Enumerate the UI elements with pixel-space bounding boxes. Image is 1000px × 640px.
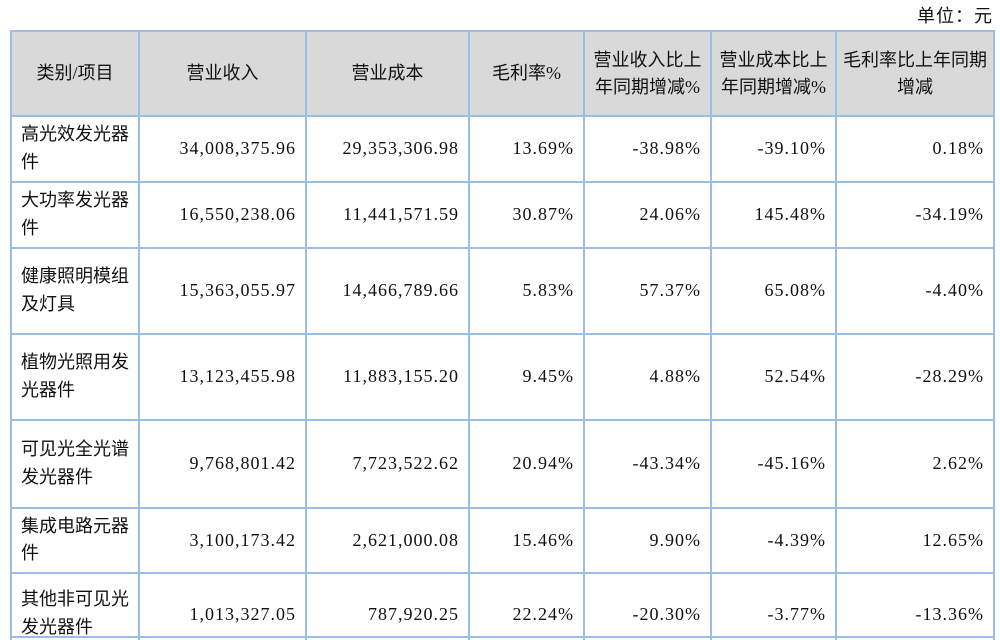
- table-row: 高光效发光器件 34,008,375.96 29,353,306.98 13.69% -…: [10, 115, 995, 183]
- value-cell: 9.90%: [583, 506, 712, 575]
- value-cell: 57.37%: [583, 246, 712, 335]
- value-cell: 13,123,455.98: [138, 332, 307, 421]
- value-cell: 34,008,375.96: [138, 115, 307, 183]
- value-cell: -4.40%: [835, 246, 995, 335]
- value-cell: 29,353,306.98: [305, 115, 470, 183]
- category-cell: 大功率发光器件: [10, 180, 140, 249]
- category-cell: 健康照明模组及灯具: [10, 246, 140, 335]
- value-cell: 13.69%: [468, 115, 585, 183]
- value-cell: -43.34%: [583, 418, 712, 509]
- value-cell: 65.08%: [710, 246, 837, 335]
- header-cost: 营业成本: [305, 30, 470, 117]
- header-margin-yoy: 毛利率比上年同期增减: [835, 30, 995, 117]
- header-category: 类别/项目: [10, 30, 140, 117]
- value-cell: 52.54%: [710, 332, 837, 421]
- value-cell: 24.06%: [583, 180, 712, 249]
- value-cell: -13.36%: [835, 572, 995, 640]
- value-cell: 9,768,801.42: [138, 418, 307, 509]
- header-cost-yoy: 营业成本比上年同期增减%: [710, 30, 837, 117]
- value-cell: 1,013,327.05: [138, 572, 307, 640]
- value-cell: -4.39%: [710, 506, 837, 575]
- value-cell: 3,100,173.42: [138, 506, 307, 575]
- value-cell: 12.65%: [835, 506, 995, 575]
- table-header: 类别/项目 营业收入 营业成本 毛利率% 营业收入比上年同期增减% 营业成本比上…: [10, 30, 995, 117]
- value-cell: 15,363,055.97: [138, 246, 307, 335]
- value-cell: 4.88%: [583, 332, 712, 421]
- value-cell: 145.48%: [710, 180, 837, 249]
- value-cell: 9.45%: [468, 332, 585, 421]
- table-row: 植物光照用发光器件 13,123,455.98 11,883,155.20 9.45%…: [10, 332, 995, 421]
- value-cell: -38.98%: [583, 115, 712, 183]
- header-revenue-yoy: 营业收入比上年同期增减%: [583, 30, 712, 117]
- table-row: 大功率发光器件 16,550,238.06 11,441,571.59 30.87% 2…: [10, 180, 995, 249]
- value-cell: 30.87%: [468, 180, 585, 249]
- category-cell: 其他非可见光发光器件: [10, 572, 140, 640]
- value-cell: 7,723,522.62: [305, 418, 470, 509]
- value-cell: -45.16%: [710, 418, 837, 509]
- cutoff-next-row-border: [10, 636, 993, 638]
- value-cell: 2.62%: [835, 418, 995, 509]
- value-cell: 16,550,238.06: [138, 180, 307, 249]
- value-cell: 787,920.25: [305, 572, 470, 640]
- segment-revenue-table: 类别/项目 营业收入 营业成本 毛利率% 营业收入比上年同期增减% 营业成本比上…: [10, 30, 995, 640]
- table-row: 其他非可见光发光器件 1,013,327.05 787,920.25 22.24% -2…: [10, 572, 995, 640]
- header-revenue: 营业收入: [138, 30, 307, 117]
- category-cell: 植物光照用发光器件: [10, 332, 140, 421]
- value-cell: 11,441,571.59: [305, 180, 470, 249]
- table-row: 可见光全光谱发光器件 9,768,801.42 7,723,522.62 20.94%…: [10, 418, 995, 509]
- table-row: 健康照明模组及灯具 15,363,055.97 14,466,789.66 5.83%…: [10, 246, 995, 335]
- value-cell: -39.10%: [710, 115, 837, 183]
- category-cell: 高光效发光器件: [10, 115, 140, 183]
- value-cell: 14,466,789.66: [305, 246, 470, 335]
- header-row: 类别/项目 营业收入 营业成本 毛利率% 营业收入比上年同期增减% 营业成本比上…: [10, 30, 995, 117]
- unit-label: 单位：元: [917, 6, 993, 26]
- value-cell: 5.83%: [468, 246, 585, 335]
- header-gross-margin: 毛利率%: [468, 30, 585, 117]
- value-cell: 20.94%: [468, 418, 585, 509]
- category-cell: 可见光全光谱发光器件: [10, 418, 140, 509]
- table-body: 高光效发光器件 34,008,375.96 29,353,306.98 13.69% -…: [10, 115, 995, 640]
- value-cell: -28.29%: [835, 332, 995, 421]
- table-row: 集成电路元器件 3,100,173.42 2,621,000.08 15.46% 9.9…: [10, 506, 995, 575]
- value-cell: 2,621,000.08: [305, 506, 470, 575]
- value-cell: 15.46%: [468, 506, 585, 575]
- value-cell: 22.24%: [468, 572, 585, 640]
- value-cell: -20.30%: [583, 572, 712, 640]
- value-cell: 0.18%: [835, 115, 995, 183]
- value-cell: -3.77%: [710, 572, 837, 640]
- category-cell: 集成电路元器件: [10, 506, 140, 575]
- value-cell: -34.19%: [835, 180, 995, 249]
- value-cell: 11,883,155.20: [305, 332, 470, 421]
